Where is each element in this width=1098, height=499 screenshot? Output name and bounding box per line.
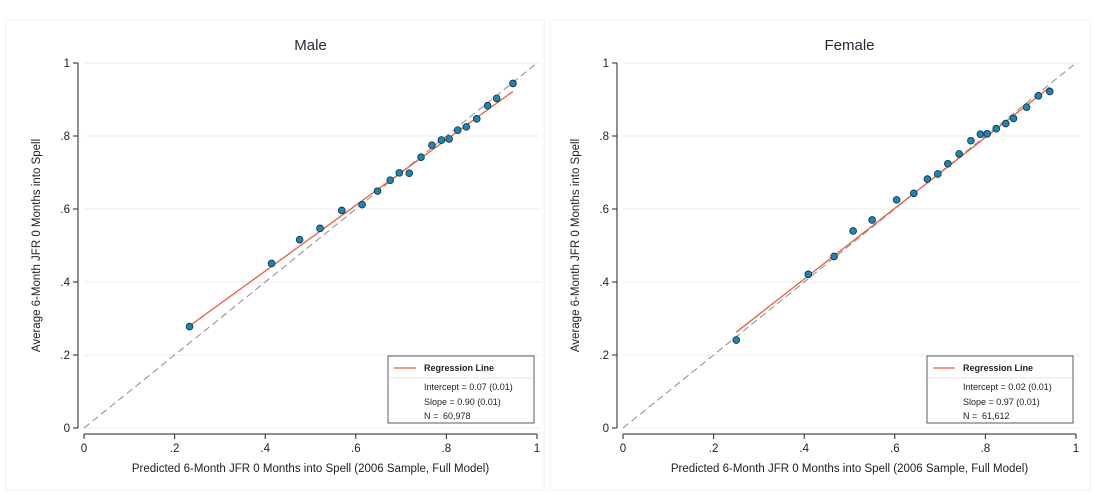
y-tick-label: .8 [60,131,70,143]
y-axis-label: Average 6-Month JFR 0 Months into Spell [570,139,582,352]
data-point-18 [492,94,501,103]
x-tick-label: .8 [442,443,452,455]
legend-n-label: N = [424,411,438,421]
data-point-9 [944,159,952,168]
legend-title: Regression Line [963,363,1033,373]
data-point-11 [428,141,436,149]
data-point-19 [1045,87,1054,96]
chart-title: Female [824,37,874,54]
legend-slope: Slope = 0.90 (0.01) [424,397,501,407]
panel-female: Female 0 .2 .4 .6 .8 1 0 .2 .4 .6 .8 1 Predicted 6-Mo… [549,19,1091,491]
data-point-6 [910,189,918,198]
data-point-12 [437,136,446,144]
y-tick-label: .4 [60,277,70,289]
x-axis-label: Predicted 6-Month JFR 0 Months into Spel… [132,463,489,475]
x-tick-label: .4 [260,443,270,455]
data-point-17 [483,101,492,110]
x-tick-label: .4 [799,443,809,455]
y-tick-label: .6 [599,204,609,216]
panel-frame [5,19,545,491]
data-point-13 [983,130,992,138]
data-point-0 [732,336,741,344]
data-point-16 [1009,114,1018,123]
data-point-10 [417,153,425,161]
data-point-14 [453,126,462,134]
data-point-8 [395,169,404,177]
legend-intercept: Intercept = 0.02 (0.01) [963,382,1052,392]
data-point-2 [295,235,304,244]
data-point-2 [830,252,838,261]
x-axis-label: Predicted 6-Month JFR 0 Months into Spel… [671,463,1028,475]
x-tick-label: .8 [981,443,991,455]
data-point-6 [373,187,382,195]
x-tick-label: 1 [534,443,540,455]
y-tick-label: 0 [603,423,609,435]
legend-n-value: 60,978 [443,411,471,421]
data-point-13 [445,135,453,143]
legend-n-value: 61,612 [982,411,1010,421]
data-point-19 [509,79,517,88]
x-tick-label: .6 [890,443,900,455]
data-point-10 [955,150,963,158]
x-tick-label: .2 [170,443,180,455]
data-point-3 [849,227,857,235]
data-point-4 [868,216,876,224]
legend-n-label: N = [963,411,977,421]
data-point-1 [804,270,813,279]
data-point-12 [976,130,985,138]
data-point-15 [462,123,471,131]
y-tick-label: 1 [64,58,70,70]
y-tick-label: .2 [60,350,70,362]
diagonal-reference-line [622,62,1077,429]
x-tick-label: .6 [351,443,361,455]
x-tick-label: 0 [620,443,626,455]
legend-box [926,355,1074,424]
y-tick-label: .6 [60,204,70,216]
y-tick-label: .2 [599,350,609,362]
data-point-16 [472,115,481,123]
y-tick-label: .4 [599,277,609,289]
data-point-18 [1034,92,1043,100]
x-tick-label: 0 [81,443,87,455]
panel-frame [549,19,1091,491]
data-point-7 [386,176,395,184]
legend-slope: Slope = 0.97 (0.01) [963,397,1040,407]
data-point-11 [967,136,975,145]
data-point-0 [185,322,194,331]
data-point-4 [337,206,346,215]
data-point-15 [1001,119,1010,128]
data-point-7 [923,175,932,183]
data-point-17 [1022,103,1031,111]
data-point-9 [405,169,414,178]
y-tick-label: .8 [599,131,609,143]
legend-title: Regression Line [424,363,494,373]
panel-male: Male 0 .2 .4 .6 .8 1 0 .2 .4 .6 .8 1 Predicted 6-Mont… [5,19,545,491]
data-point-14 [992,124,1001,133]
chart-title: Male [294,37,327,54]
legend-box [387,355,535,424]
data-point-3 [316,224,324,233]
diagonal-reference-line [83,62,538,429]
y-axis-label: Average 6-Month JFR 0 Months into Spell [31,139,43,352]
data-point-5 [358,200,366,209]
data-point-8 [934,170,942,178]
legend-intercept: Intercept = 0.07 (0.01) [424,382,513,392]
y-tick-label: 0 [64,423,70,435]
data-point-1 [267,259,276,268]
x-tick-label: 1 [1073,443,1079,455]
y-tick-label: 1 [603,58,609,70]
data-point-5 [892,196,901,204]
x-tick-label: .2 [709,443,719,455]
